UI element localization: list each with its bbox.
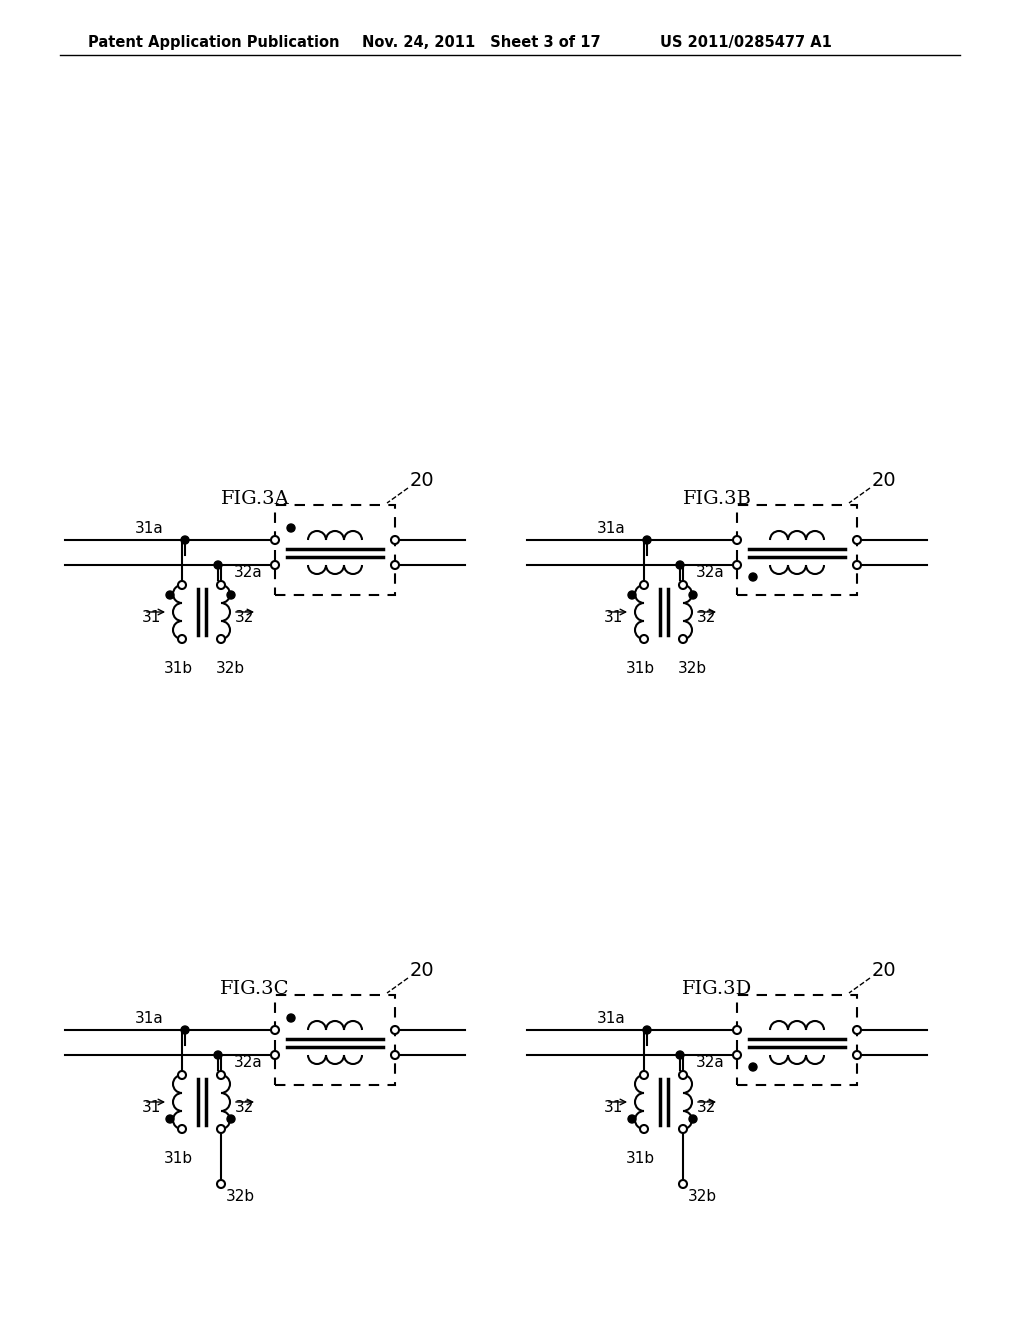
Circle shape: [227, 591, 234, 599]
Circle shape: [749, 573, 757, 581]
Circle shape: [679, 1180, 687, 1188]
Circle shape: [853, 561, 861, 569]
Text: 20: 20: [872, 961, 897, 979]
Text: 31a: 31a: [597, 521, 626, 536]
Circle shape: [214, 1051, 222, 1059]
Circle shape: [271, 536, 279, 544]
Circle shape: [640, 581, 648, 589]
Circle shape: [391, 1051, 399, 1059]
Circle shape: [640, 635, 648, 643]
Circle shape: [271, 1051, 279, 1059]
Circle shape: [391, 1026, 399, 1034]
Circle shape: [271, 561, 279, 569]
Text: 31: 31: [604, 1100, 624, 1114]
Text: 31b: 31b: [626, 1151, 655, 1166]
Text: 31: 31: [604, 610, 624, 624]
Circle shape: [679, 635, 687, 643]
Text: 31b: 31b: [626, 661, 655, 676]
Circle shape: [733, 536, 741, 544]
Circle shape: [853, 536, 861, 544]
Text: 32b: 32b: [216, 661, 245, 676]
Text: Sheet 3 of 17: Sheet 3 of 17: [480, 36, 601, 50]
Text: 32b: 32b: [226, 1189, 255, 1204]
Text: FIG.3D: FIG.3D: [682, 979, 752, 998]
Text: 31a: 31a: [135, 1011, 164, 1026]
Text: 31: 31: [142, 1100, 162, 1114]
Circle shape: [181, 1026, 189, 1034]
Circle shape: [643, 1026, 651, 1034]
Circle shape: [391, 536, 399, 544]
Circle shape: [643, 536, 651, 544]
Circle shape: [178, 581, 186, 589]
Circle shape: [178, 1071, 186, 1078]
Circle shape: [679, 1125, 687, 1133]
Circle shape: [679, 581, 687, 589]
Bar: [737, 506, 857, 595]
Circle shape: [853, 1051, 861, 1059]
Circle shape: [287, 524, 295, 532]
Circle shape: [214, 561, 222, 569]
Circle shape: [733, 1026, 741, 1034]
Circle shape: [178, 635, 186, 643]
Circle shape: [749, 1063, 757, 1071]
Circle shape: [178, 1125, 186, 1133]
Circle shape: [679, 1071, 687, 1078]
Circle shape: [166, 1115, 174, 1123]
Bar: [275, 506, 395, 595]
Circle shape: [640, 1125, 648, 1133]
Circle shape: [217, 1125, 225, 1133]
Text: 20: 20: [872, 470, 897, 490]
Circle shape: [640, 1071, 648, 1078]
Circle shape: [853, 1026, 861, 1034]
Text: US 2011/0285477 A1: US 2011/0285477 A1: [660, 36, 831, 50]
Text: 20: 20: [410, 470, 434, 490]
Text: 31b: 31b: [164, 1151, 194, 1166]
Circle shape: [689, 1115, 697, 1123]
Text: 32: 32: [234, 610, 254, 624]
Circle shape: [181, 536, 189, 544]
Circle shape: [689, 591, 697, 599]
Text: FIG.3C: FIG.3C: [220, 979, 290, 998]
Text: 32: 32: [697, 1100, 717, 1114]
Text: 32: 32: [697, 610, 717, 624]
Circle shape: [733, 1051, 741, 1059]
Text: 32a: 32a: [234, 565, 263, 579]
Circle shape: [217, 635, 225, 643]
Circle shape: [733, 561, 741, 569]
Circle shape: [676, 561, 684, 569]
Text: 32b: 32b: [688, 1189, 717, 1204]
Circle shape: [166, 591, 174, 599]
Text: 32a: 32a: [696, 565, 725, 579]
Text: 20: 20: [410, 961, 434, 979]
Text: FIG.3A: FIG.3A: [220, 490, 290, 508]
Circle shape: [628, 1115, 636, 1123]
Circle shape: [391, 561, 399, 569]
Text: 32: 32: [234, 1100, 254, 1114]
Text: FIG.3B: FIG.3B: [683, 490, 752, 508]
Circle shape: [628, 591, 636, 599]
Text: 31a: 31a: [135, 521, 164, 536]
Circle shape: [217, 1180, 225, 1188]
Text: Nov. 24, 2011: Nov. 24, 2011: [362, 36, 475, 50]
Text: Patent Application Publication: Patent Application Publication: [88, 36, 340, 50]
Bar: [737, 995, 857, 1085]
Text: 31b: 31b: [164, 661, 194, 676]
Circle shape: [676, 1051, 684, 1059]
Bar: [275, 995, 395, 1085]
Circle shape: [217, 1071, 225, 1078]
Text: 32a: 32a: [234, 1055, 263, 1071]
Text: 32a: 32a: [696, 1055, 725, 1071]
Text: 31a: 31a: [597, 1011, 626, 1026]
Text: 32b: 32b: [678, 661, 708, 676]
Circle shape: [271, 1026, 279, 1034]
Circle shape: [287, 1014, 295, 1022]
Circle shape: [217, 581, 225, 589]
Circle shape: [227, 1115, 234, 1123]
Text: 31: 31: [142, 610, 162, 624]
